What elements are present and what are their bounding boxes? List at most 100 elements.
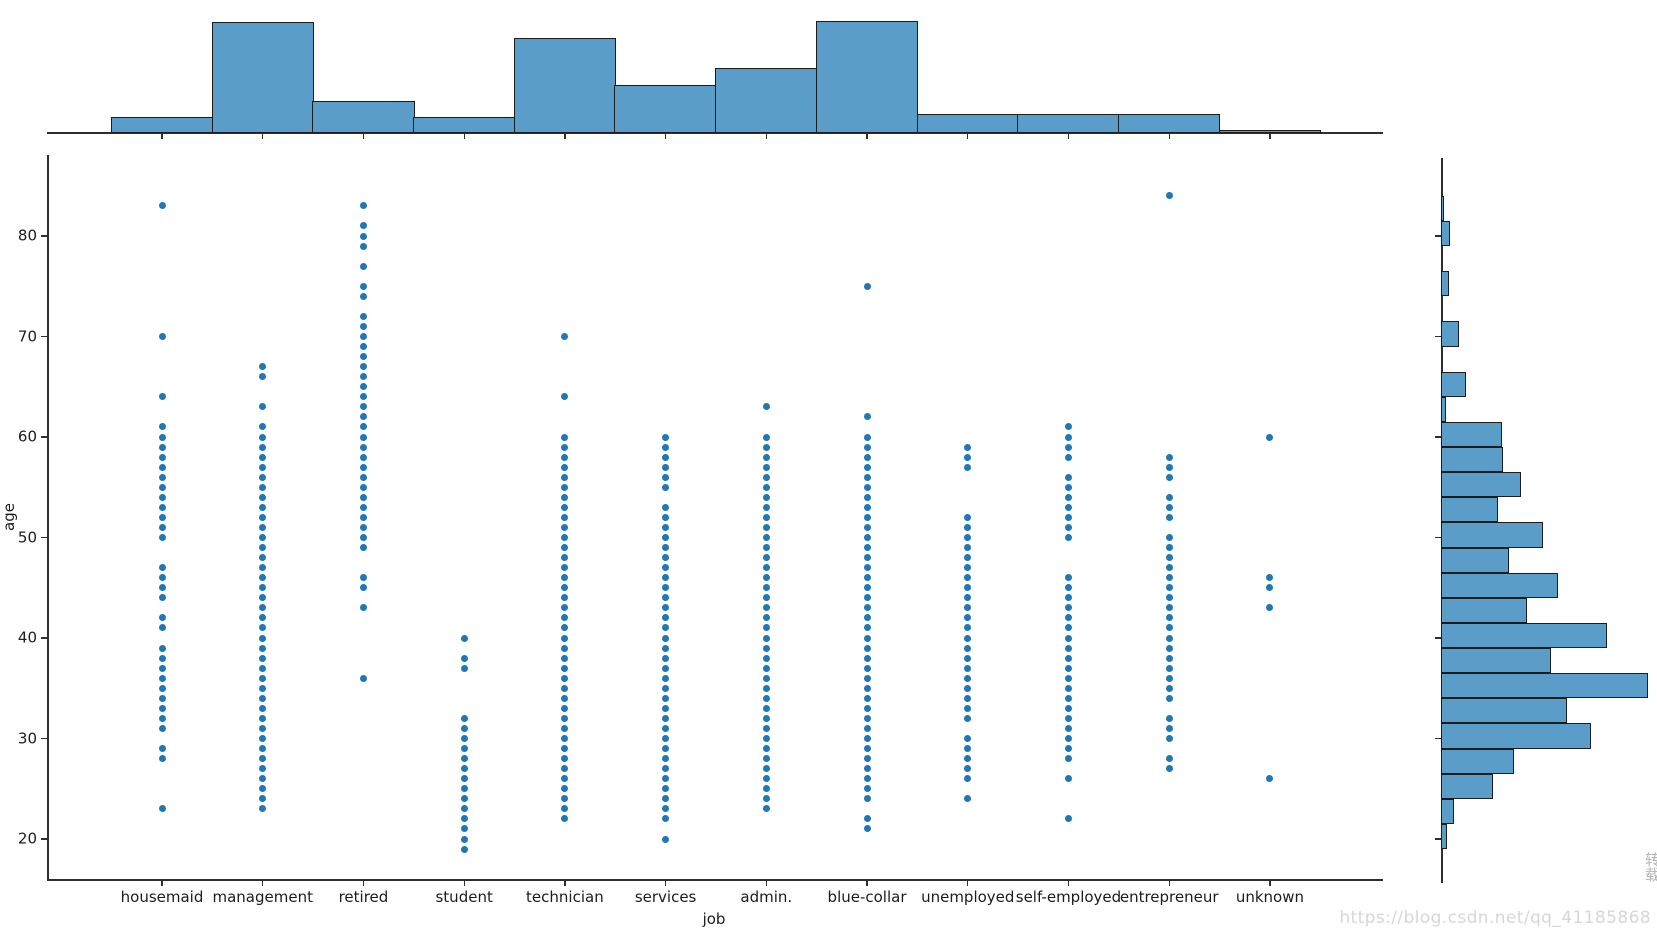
- scatter-point: [259, 463, 267, 471]
- scatter-point: [561, 765, 569, 773]
- scatter-point: [359, 584, 367, 592]
- top-histogram-x-tick: [161, 133, 163, 139]
- top-histogram-bar: [211, 22, 314, 133]
- scatter-point: [561, 393, 569, 401]
- scatter-point: [662, 534, 670, 541]
- scatter-point: [863, 453, 871, 461]
- scatter-point: [1064, 523, 1072, 531]
- scatter-point: [259, 745, 267, 753]
- scatter-point: [964, 594, 972, 602]
- y-tick-label: 30: [17, 729, 37, 748]
- scatter-point: [259, 775, 267, 783]
- scatter-point: [359, 483, 367, 491]
- scatter-point: [863, 785, 871, 793]
- scatter-point: [863, 674, 871, 682]
- scatter-point: [762, 775, 770, 783]
- x-tick-label: management: [212, 888, 313, 906]
- y-axis-tick: [41, 838, 48, 840]
- scatter-point: [964, 735, 972, 742]
- scatter-point: [158, 503, 166, 511]
- scatter-point: [662, 644, 670, 652]
- scatter-point: [863, 604, 871, 612]
- top-histogram-x-tick: [564, 133, 566, 139]
- scatter-point: [1165, 192, 1173, 200]
- scatter-point: [259, 373, 267, 381]
- scatter-point: [561, 544, 569, 552]
- scatter-point: [964, 634, 972, 642]
- scatter-point: [1064, 534, 1072, 541]
- scatter-point: [964, 584, 972, 592]
- top-histogram-bar: [815, 21, 919, 133]
- scatter-point: [359, 493, 367, 501]
- scatter-point: [1165, 654, 1173, 662]
- scatter-point: [359, 604, 367, 612]
- scatter-point: [863, 755, 871, 763]
- scatter-point: [259, 594, 267, 602]
- top-histogram-bar: [715, 68, 818, 133]
- scatter-point: [863, 815, 871, 823]
- scatter-point: [359, 574, 367, 582]
- top-histogram-bar: [1118, 113, 1221, 133]
- top-histogram-x-tick: [1269, 133, 1271, 139]
- scatter-point: [762, 433, 770, 441]
- scatter-point: [863, 684, 871, 692]
- x-axis-tick: [564, 880, 566, 886]
- scatter-point: [964, 704, 972, 712]
- scatter-point: [460, 775, 468, 783]
- scatter-point: [1165, 724, 1173, 732]
- scatter-point: [662, 815, 670, 823]
- scatter-point: [359, 423, 367, 431]
- scatter-point: [863, 654, 871, 662]
- y-tick-label: 40: [17, 628, 37, 647]
- scatter-point: [259, 443, 267, 451]
- scatter-point: [1064, 755, 1072, 763]
- scatter-point: [863, 644, 871, 652]
- scatter-point: [964, 775, 972, 783]
- scatter-point: [359, 393, 367, 401]
- top-histogram-baseline: [47, 132, 1384, 134]
- right-histogram-bar: [1441, 371, 1467, 397]
- x-tick-label: self-employed: [1015, 888, 1122, 906]
- scatter-point: [662, 664, 670, 672]
- scatter-point: [359, 433, 367, 441]
- scatter-point: [259, 453, 267, 461]
- scatter-point: [863, 463, 871, 471]
- scatter-point: [863, 584, 871, 592]
- scatter-point: [1064, 604, 1072, 612]
- scatter-point: [863, 614, 871, 622]
- scatter-point: [561, 815, 569, 823]
- scatter-point: [1064, 453, 1072, 461]
- top-histogram-x-tick: [463, 133, 465, 139]
- scatter-point: [460, 835, 468, 843]
- scatter-point: [259, 614, 267, 622]
- scatter-point: [561, 503, 569, 511]
- scatter-point: [1266, 584, 1274, 592]
- scatter-point: [158, 694, 166, 702]
- scatter-point: [662, 624, 670, 632]
- scatter-point: [863, 413, 871, 421]
- right-histogram-bar: [1441, 396, 1447, 422]
- scatter-point: [158, 443, 166, 451]
- scatter-point: [964, 654, 972, 662]
- scatter-point: [359, 523, 367, 531]
- scatter-point: [1165, 534, 1173, 541]
- scatter-point: [964, 644, 972, 652]
- scatter-point: [964, 714, 972, 722]
- scatter-point: [1165, 453, 1173, 461]
- scatter-point: [259, 724, 267, 732]
- scatter-point: [359, 503, 367, 511]
- scatter-point: [762, 473, 770, 481]
- scatter-point: [158, 614, 166, 622]
- scatter-point: [964, 604, 972, 612]
- scatter-point: [359, 282, 367, 290]
- scatter-point: [762, 684, 770, 692]
- scatter-point: [662, 463, 670, 471]
- scatter-point: [1064, 614, 1072, 622]
- scatter-point: [964, 745, 972, 753]
- scatter-point: [762, 564, 770, 572]
- x-tick-label: services: [634, 888, 697, 906]
- right-histogram-bar: [1441, 220, 1451, 247]
- y-tick-label: 70: [17, 327, 37, 346]
- y-tick-label: 50: [17, 528, 37, 547]
- y-axis-tick: [41, 436, 48, 438]
